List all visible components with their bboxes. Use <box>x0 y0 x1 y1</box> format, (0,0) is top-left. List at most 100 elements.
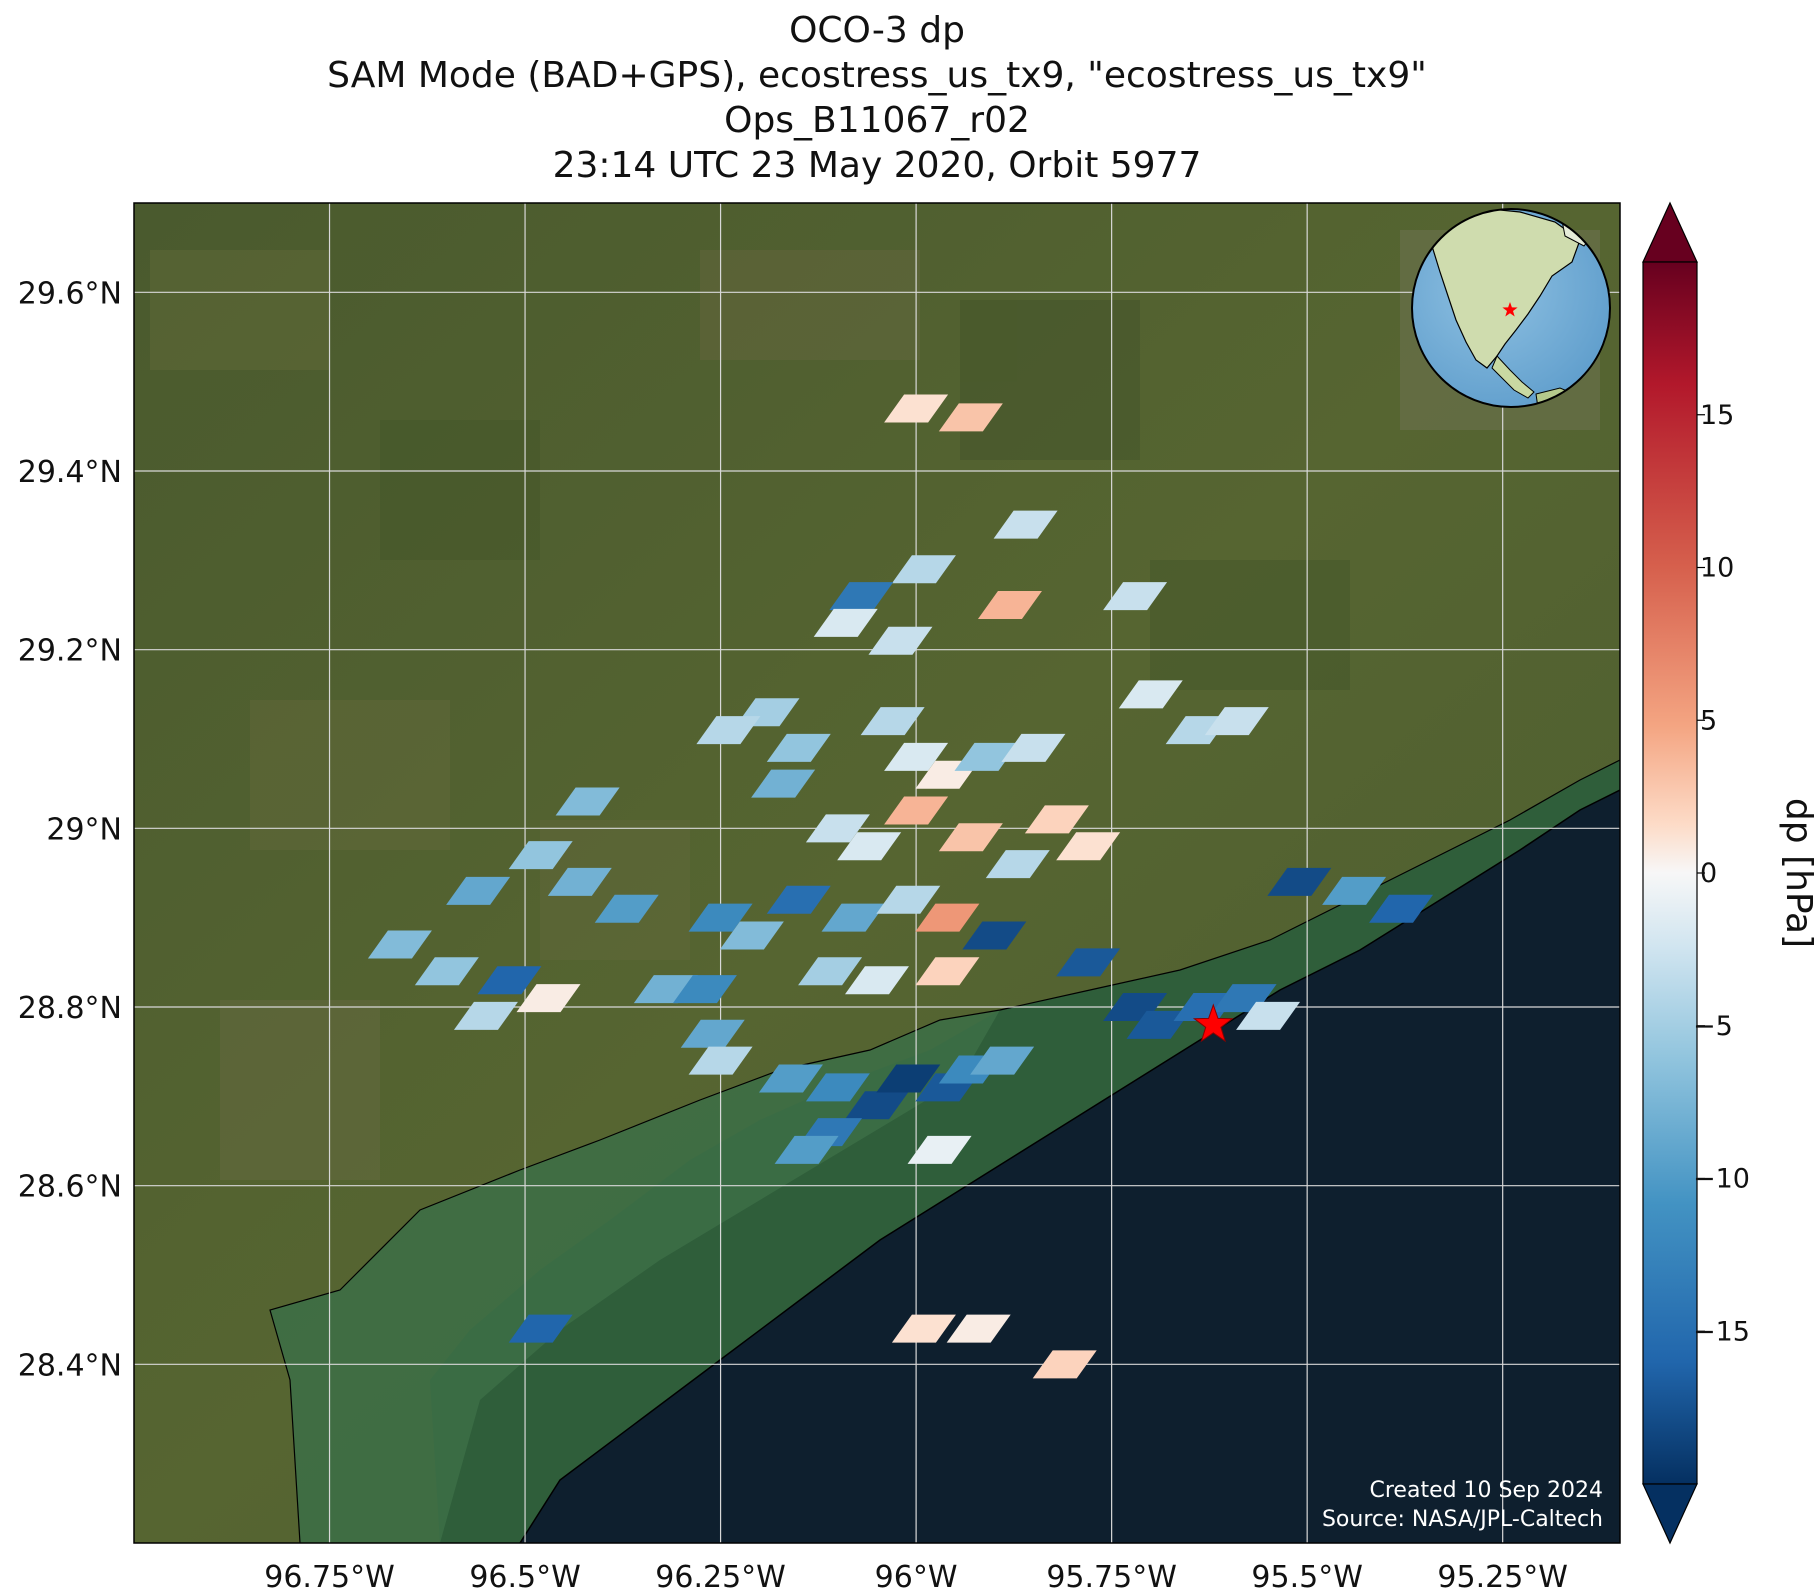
sounding-cell <box>938 403 1003 432</box>
sounding-cell <box>915 957 980 986</box>
sounding-cell <box>798 957 863 986</box>
sounding-cell <box>774 1135 839 1164</box>
lon-tick-label: 96.75°W <box>264 1560 395 1593</box>
longitude-tick-labels: 96.75°W 96.5°W 96.25°W 96°W 95.75°W 95.5°W 95.… <box>264 1560 1568 1593</box>
sounding-cell <box>766 885 831 914</box>
title-line-1: OCO-3 dp <box>789 10 965 51</box>
sounding-cell <box>766 733 831 762</box>
sounding-cell <box>758 1064 823 1093</box>
map-frame <box>133 202 1621 1544</box>
target-star <box>1192 1003 1234 1043</box>
sounding-cell <box>688 1046 753 1075</box>
sounding-cell <box>884 796 949 825</box>
title-line-4: 23:14 UTC 23 May 2020, Orbit 5977 <box>552 145 1202 186</box>
sounding-cell <box>868 626 933 655</box>
globe-north-america <box>1431 209 1581 369</box>
sounding-cell <box>1001 733 1066 762</box>
colorbar-ticks: 15 10 5 0 −5 −10 −15 <box>1693 400 1750 1348</box>
lat-tick-label: 28.6°N <box>18 1170 122 1205</box>
globe-target-star <box>1502 302 1518 317</box>
map-panel: Created 10 Sep 2024 Source: NASA/JPL-Cal… <box>134 203 1620 1543</box>
globe-star-icon <box>1502 302 1518 317</box>
sounding-cell <box>516 984 581 1013</box>
title-line-3: Ops_B11067_r02 <box>724 100 1030 141</box>
lon-tick-label: 96.25°W <box>655 1560 786 1593</box>
colorbar-tick-label: 10 <box>1700 553 1734 584</box>
sounding-cell <box>1118 680 1183 709</box>
sounding-cell <box>1024 805 1089 834</box>
lat-tick-label: 29.6°N <box>18 276 122 311</box>
sounding-cell <box>891 555 956 584</box>
sounding-cell <box>954 742 1019 771</box>
sounding-cell <box>962 921 1027 950</box>
sounding-cell <box>985 850 1050 879</box>
sounding-cell <box>977 591 1042 619</box>
colorbar-tick-label: −15 <box>1693 1316 1750 1347</box>
sounding-cell <box>860 707 925 736</box>
sounding-cell <box>414 957 479 986</box>
lat-tick-label: 28.8°N <box>18 991 122 1026</box>
sounding-cell <box>805 814 870 843</box>
credit-created: Created 10 Sep 2024 <box>1370 1478 1604 1503</box>
figure-title: OCO-3 dp SAM Mode (BAD+GPS), ecostress_u… <box>134 8 1620 188</box>
sounding-cell <box>915 903 980 932</box>
sounding-cell <box>946 1314 1011 1343</box>
lat-tick-label: 28.4°N <box>18 1348 122 1383</box>
sounding-cell <box>891 1314 956 1343</box>
sounding-cell <box>1056 832 1121 861</box>
sounding-cell <box>508 841 573 870</box>
colorbar-label: dp [hPa] <box>1778 798 1815 948</box>
gridlines <box>134 203 1620 1543</box>
sounding-cell <box>508 1314 573 1343</box>
sounding-cell <box>594 894 659 923</box>
colorbar-extend-bottom <box>1642 1483 1698 1545</box>
lon-tick-label: 96°W <box>875 1560 958 1593</box>
gulf-water <box>520 790 1620 1543</box>
sounding-cell <box>884 394 949 423</box>
sounding-cell <box>876 885 941 914</box>
colorbar-tick-label: 15 <box>1700 400 1734 431</box>
lon-tick-label: 95.5°W <box>1251 1560 1362 1593</box>
lat-tick-label: 29°N <box>46 812 122 847</box>
colorbar-tick-label: −5 <box>1693 1011 1733 1042</box>
colorbar-extend-top <box>1642 201 1698 263</box>
lat-tick-label: 29.2°N <box>18 634 122 669</box>
lon-tick-label: 95.75°W <box>1046 1560 1177 1593</box>
sounding-cell <box>1103 582 1168 611</box>
sounding-cell <box>696 716 761 745</box>
title-line-2: SAM Mode (BAD+GPS), ecostress_us_tx9, "e… <box>327 55 1427 96</box>
target-star-marker <box>1192 1003 1234 1043</box>
sounding-cells <box>367 394 1434 1379</box>
sounding-cell <box>876 1064 941 1093</box>
sounding-cell <box>1322 876 1387 905</box>
sounding-cell <box>813 608 878 637</box>
sounding-cell <box>1204 707 1269 736</box>
sounding-cell <box>680 1019 745 1048</box>
coastline <box>519 789 1620 1543</box>
inner-coastline <box>269 759 1620 1543</box>
sounding-cell <box>446 876 511 905</box>
sounding-cell <box>845 966 909 995</box>
sounding-cell <box>907 1135 972 1164</box>
sounding-cell <box>672 975 737 1004</box>
sounding-cell <box>821 903 886 932</box>
sounding-cell <box>970 1046 1035 1075</box>
sounding-cell <box>367 930 432 959</box>
sounding-cell <box>805 1073 870 1102</box>
lon-tick-label: 96.5°W <box>469 1560 580 1593</box>
sounding-cell <box>1126 1010 1191 1039</box>
sounding-cell <box>829 582 894 611</box>
sounding-cell <box>1236 1001 1301 1030</box>
credit-source: Source: NASA/JPL-Caltech <box>1322 1507 1603 1532</box>
sounding-cell <box>555 787 620 816</box>
sounding-cell <box>993 510 1058 539</box>
colorbar-tick-label: −10 <box>1693 1164 1750 1195</box>
sounding-cell <box>1032 1350 1097 1379</box>
lat-tick-label: 29.4°N <box>18 455 122 490</box>
lon-tick-label: 95.25°W <box>1437 1560 1568 1593</box>
colorbar-gradient <box>1642 261 1698 1485</box>
sounding-cell <box>1267 867 1332 896</box>
sounding-cell <box>1056 948 1121 977</box>
sounding-cell <box>884 742 949 771</box>
